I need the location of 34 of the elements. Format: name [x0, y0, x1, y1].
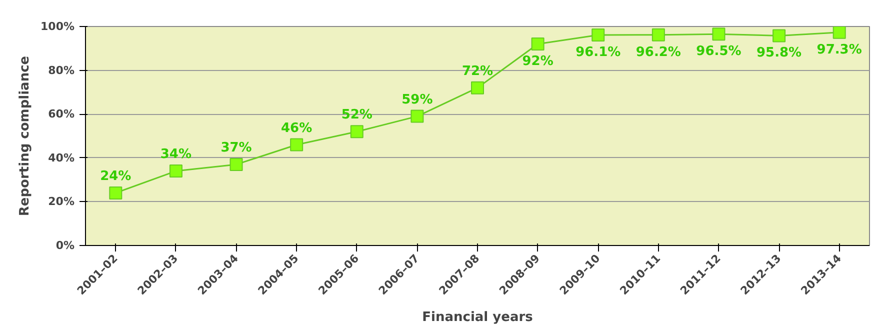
data-label: 59%: [402, 92, 433, 108]
data-label: 52%: [341, 108, 372, 123]
point: [109, 186, 122, 200]
y-tick-label: 60%: [48, 108, 75, 121]
point: [350, 125, 364, 138]
point: [712, 28, 726, 41]
data-label: 37%: [220, 140, 252, 156]
point: [531, 38, 544, 51]
y-tick-label: 20%: [48, 195, 75, 208]
data-label: 97.3%: [816, 42, 862, 58]
point: [592, 28, 605, 42]
y-tick-label: 40%: [48, 151, 75, 164]
point: [169, 164, 182, 178]
data-label: 72%: [462, 64, 494, 79]
data-label: 34%: [160, 147, 192, 162]
data-label: 96.2%: [636, 44, 681, 60]
point: [290, 138, 304, 152]
data-label: 96.1%: [576, 45, 621, 60]
y-tick-label: 100%: [40, 20, 74, 33]
x-axis-title: Financial years: [422, 310, 534, 326]
data-label: 46%: [281, 120, 312, 136]
point: [832, 26, 846, 39]
y-tick-label: 0%: [56, 239, 75, 252]
data-label: 95.8%: [756, 46, 802, 61]
point: [471, 81, 484, 94]
data-label: 92%: [522, 54, 554, 70]
point: [410, 110, 424, 123]
y-tick-label: 80%: [48, 64, 75, 77]
point: [772, 29, 786, 42]
data-label: 24%: [100, 168, 132, 184]
data-label: 96.5%: [696, 44, 742, 60]
point: [652, 28, 665, 42]
y-axis-title: Reporting compliance: [18, 56, 33, 216]
point: [230, 158, 243, 171]
